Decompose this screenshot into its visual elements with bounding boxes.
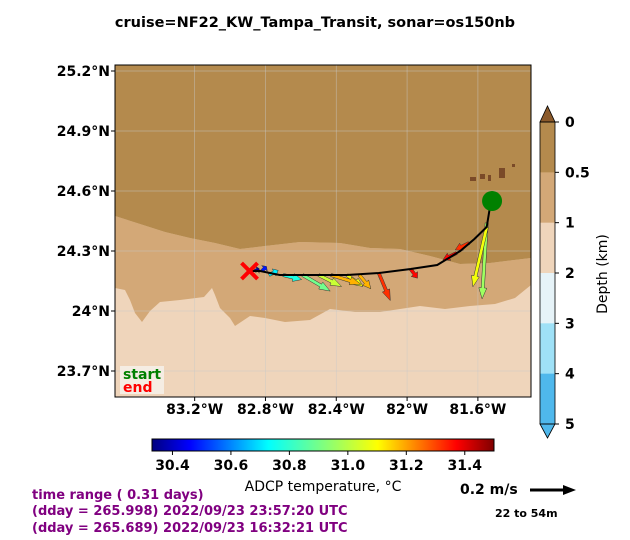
depth-colorbar-top-extension	[539, 105, 556, 123]
map-frame	[114, 64, 532, 398]
depth-colorbar-segment	[540, 323, 555, 375]
map-plot: 83.2°W 82.8°W 82.4°W 82°W 81.6°W 25.2°N 24.9°…	[57, 64, 532, 418]
scale-label: 0.2 m/s	[460, 482, 518, 498]
depth-colorbar-ticks: 0 0.5 1 2 3 4 5	[555, 115, 590, 433]
island	[512, 164, 515, 167]
depth-tick-label: 0	[565, 115, 575, 131]
depth-colorbar-label: Depth (km)	[595, 234, 611, 314]
depth-colorbar-segment	[540, 172, 555, 224]
depth-tick-label: 1	[565, 216, 575, 232]
lon-tick-label: 81.6°W	[449, 402, 506, 418]
temperature-colorbar: 30.4 30.6 30.8 31.0 31.2 31.4 ADCP temperatur…	[151, 438, 495, 495]
grid-lines	[115, 65, 531, 397]
ship-track	[249, 204, 492, 276]
legend-box	[120, 366, 164, 394]
velocity-arrow	[376, 272, 391, 302]
temp-tick-label: 30.6	[214, 458, 249, 474]
land-region	[115, 65, 531, 264]
legend-end-label: end	[123, 380, 152, 396]
temp-tick-label: 31.0	[331, 458, 366, 474]
island	[499, 168, 505, 178]
temp-tick-label: 30.4	[155, 458, 190, 474]
legend-start-label: start	[123, 367, 161, 383]
velocity-arrow	[357, 273, 372, 290]
lat-tick-label: 24.6°N	[57, 184, 110, 200]
temperature-colorbar-label: ADCP temperature, °C	[245, 479, 402, 495]
scale-arrow-head	[563, 485, 576, 495]
island	[488, 175, 491, 181]
time-start-text: (dday = 265.689) 2022/09/23 16:32:21 UTC	[32, 521, 348, 536]
temp-tick-label: 30.8	[272, 458, 307, 474]
lon-tick-label: 83.2°W	[166, 402, 223, 418]
depth-tick-label: 3	[565, 316, 575, 332]
time-end-text: (dday = 265.998) 2022/09/23 23:57:20 UTC	[32, 504, 348, 519]
lat-axis: 25.2°N 24.9°N 24.6°N 24.3°N 24°N 23.7°N	[57, 64, 115, 380]
lon-tick-label: 82.8°W	[237, 402, 294, 418]
scale-key: 0.2 m/s 22 to 54m	[460, 482, 576, 520]
depth-tick-label: 4	[565, 367, 575, 383]
lat-tick-label: 23.7°N	[57, 364, 110, 380]
lon-tick-label: 82.4°W	[308, 402, 365, 418]
map-background	[115, 65, 531, 397]
shelf-region	[115, 216, 531, 326]
figure-title: cruise=NF22_KW_Tampa_Transit, sonar=os15…	[115, 15, 515, 31]
depth-colorbar-segment	[540, 273, 555, 324]
island	[470, 177, 476, 181]
temp-tick-label: 31.2	[389, 458, 424, 474]
end-marker	[240, 261, 259, 281]
depth-colorbar-segment	[540, 222, 555, 274]
depth-colorbar-segments	[539, 105, 556, 439]
lat-tick-label: 24.9°N	[57, 124, 110, 140]
depth-colorbar-bottom-extension	[539, 423, 556, 439]
velocity-arrow	[478, 222, 489, 300]
depth-tick-label: 0.5	[565, 165, 590, 181]
depth-colorbar: 0 0.5 1 2 3 4 5 Depth (km)	[539, 105, 611, 439]
depth-tick-label: 5	[565, 417, 575, 433]
time-range-text: time range ( 0.31 days)	[32, 488, 204, 503]
temp-tick-label: 31.4	[447, 458, 482, 474]
temperature-colorbar-gradient	[151, 438, 495, 452]
end-marker-stroke	[240, 261, 259, 281]
time-info: time range ( 0.31 days) (dday = 265.998)…	[32, 488, 348, 536]
lat-tick-label: 24°N	[72, 304, 110, 320]
start-marker	[482, 191, 503, 211]
depth-colorbar-segment	[540, 122, 555, 173]
islands	[470, 164, 515, 181]
scale-depth-label: 22 to 54m	[495, 507, 558, 520]
depth-colorbar-segment	[540, 373, 555, 425]
lon-tick-label: 82°W	[386, 402, 428, 418]
lat-tick-label: 24.3°N	[57, 244, 110, 260]
island	[480, 174, 485, 179]
lon-axis: 83.2°W 82.8°W 82.4°W 82°W 81.6°W	[166, 397, 506, 418]
lat-tick-label: 25.2°N	[57, 64, 110, 80]
velocity-arrow	[471, 226, 489, 288]
depth-tick-label: 2	[565, 266, 575, 282]
temperature-colorbar-ticks: 30.4 30.6 30.8 31.0 31.2 31.4	[155, 451, 482, 474]
